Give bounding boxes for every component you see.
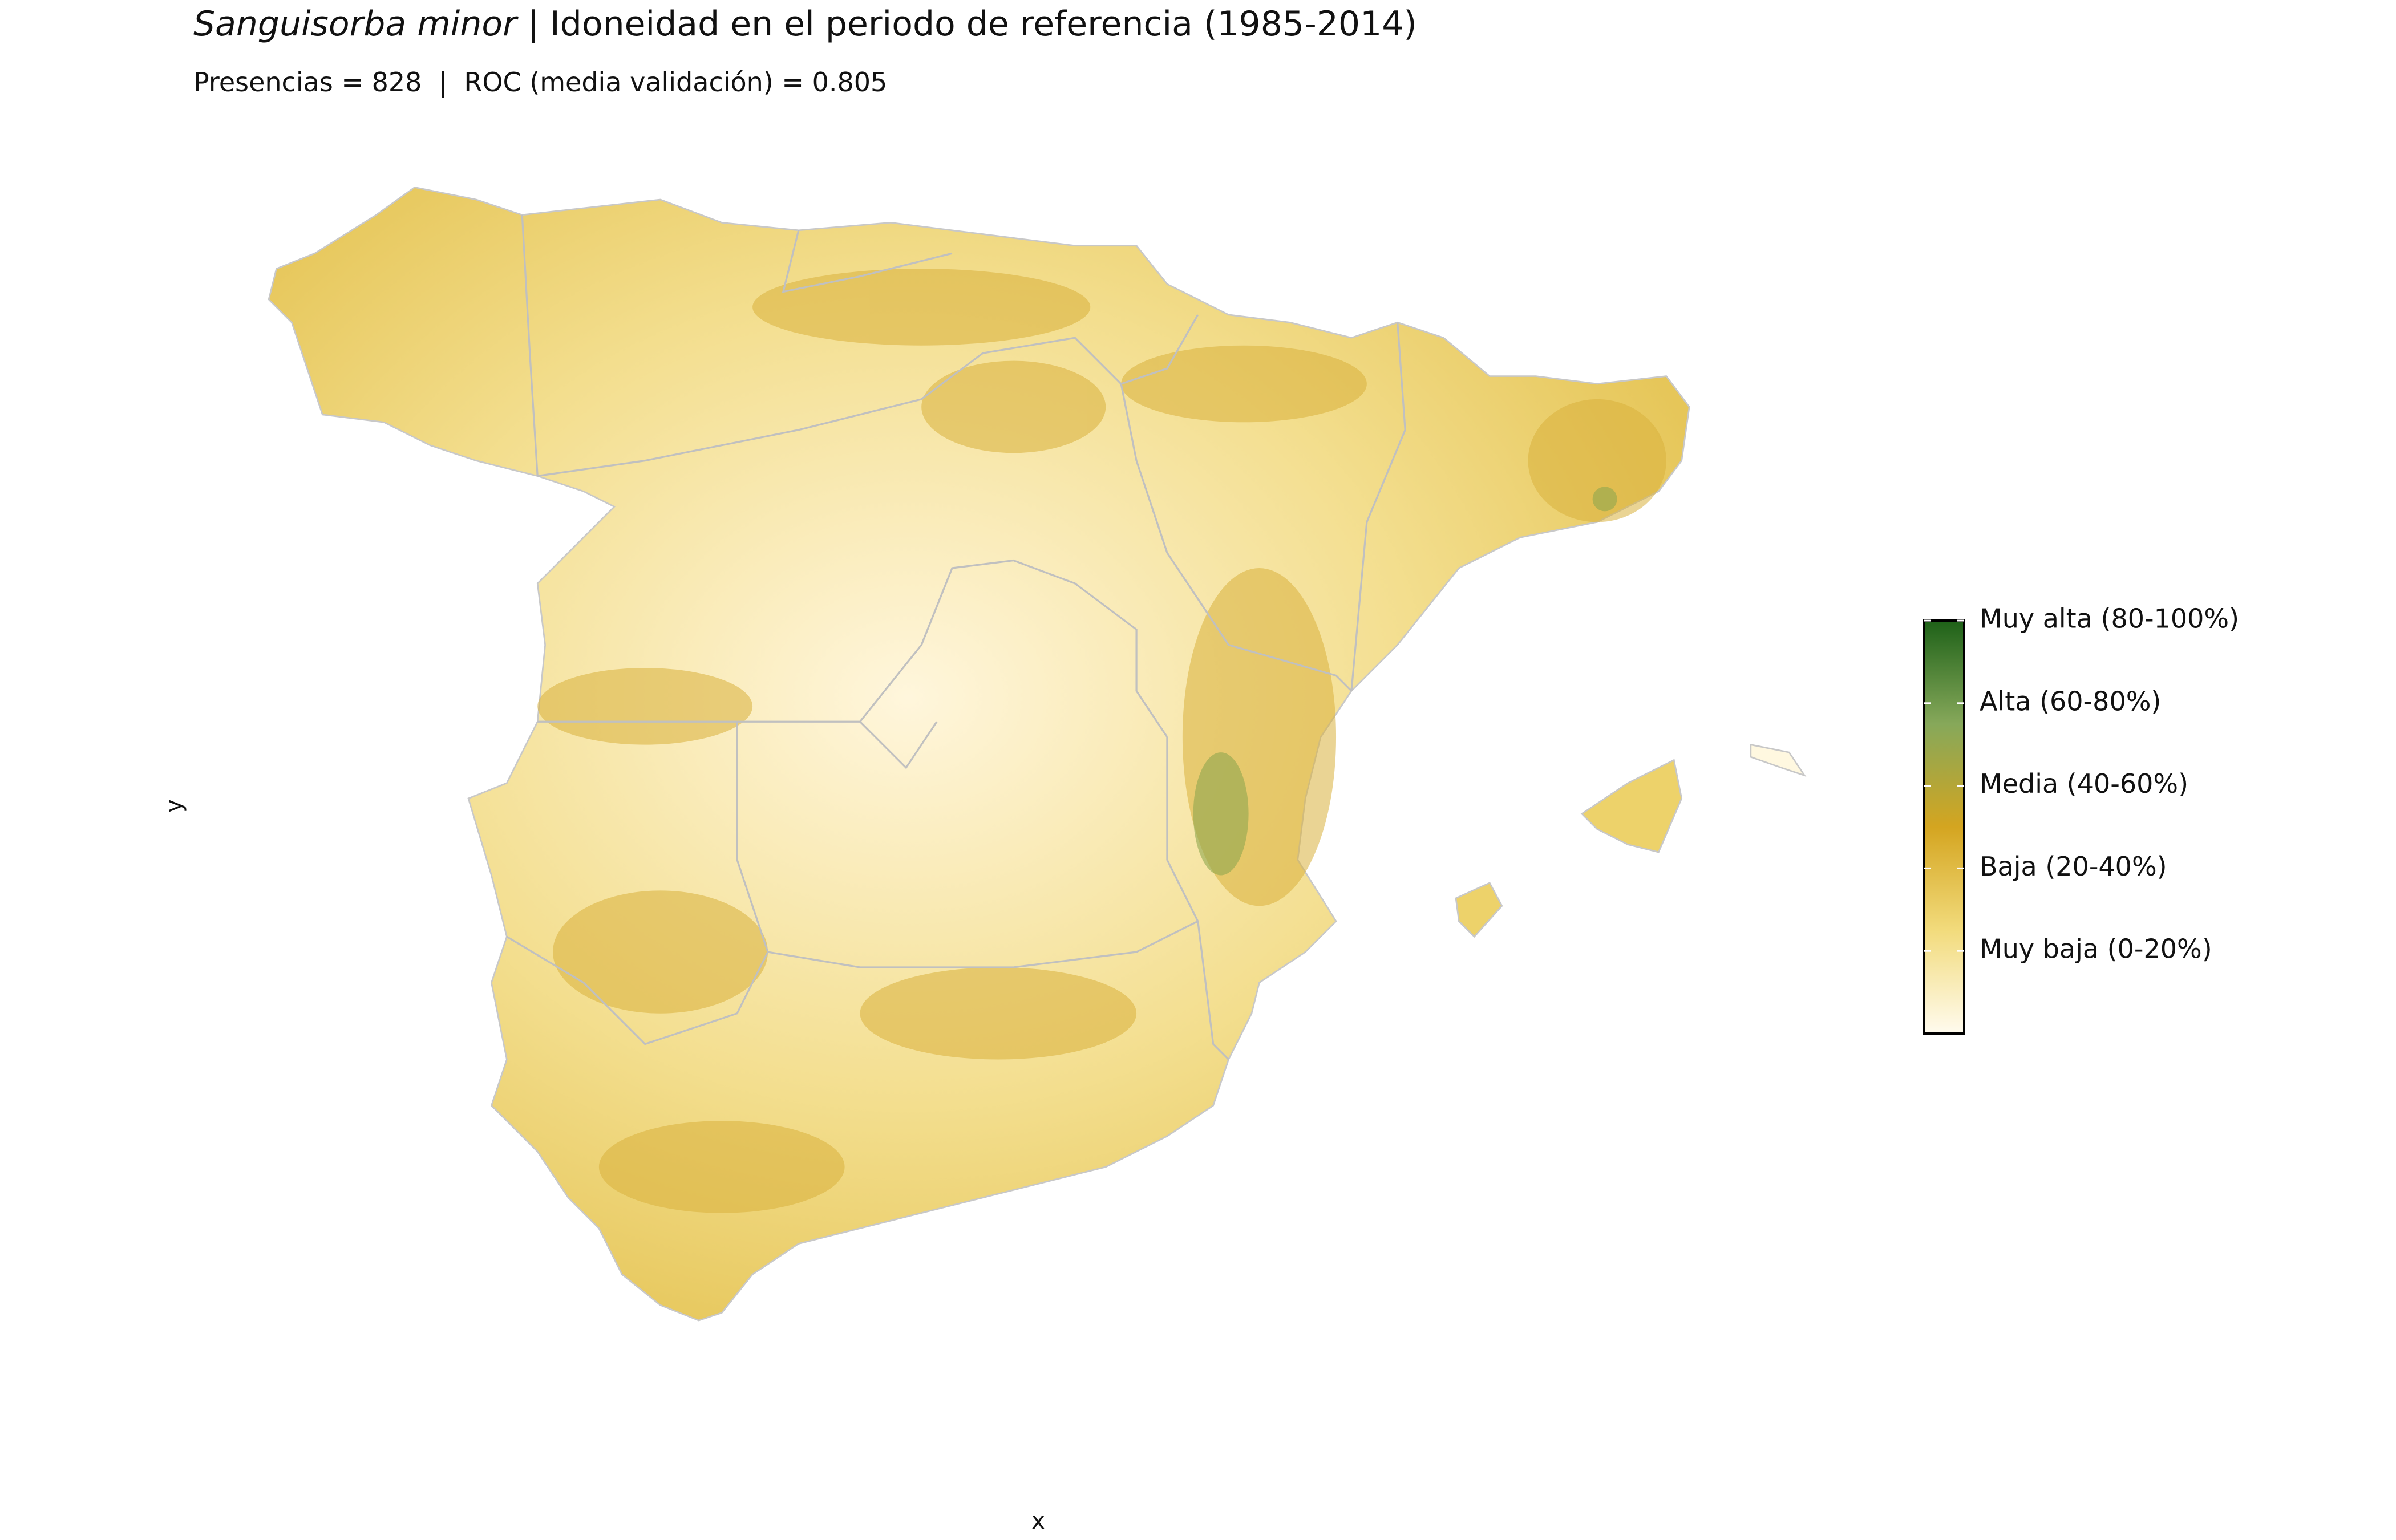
ibiza (1455, 882, 1503, 938)
legend-label: Alta (60-80%) (1980, 686, 2161, 716)
region-borders (506, 214, 1406, 1060)
high-patches (1193, 487, 1617, 876)
legend-label: Media (40-60%) (1980, 768, 2188, 799)
mallorca (1580, 759, 1683, 853)
subtitle: Presencias = 828 | ROC (media validación… (193, 67, 887, 98)
legend-label: Muy baja (0-20%) (1980, 934, 2212, 964)
legend-label: Baja (20-40%) (1980, 851, 2167, 882)
menorca (1750, 743, 1807, 777)
legend: Muy alta (80-100%) Alta (60-80%) Media (40… (1923, 603, 2239, 1035)
peninsula (268, 186, 1690, 1322)
title-species: Sanguisorba minor (193, 4, 519, 44)
y-axis-label: y (161, 799, 187, 813)
colorbar (1923, 619, 1965, 1035)
title-rest: | Idoneidad en el periodo de referencia … (517, 4, 1417, 44)
x-axis-label: x (1031, 1508, 1045, 1534)
title: Sanguisorba minor | Idoneidad en el peri… (193, 4, 1417, 44)
map (268, 186, 1807, 1322)
legend-label: Muy alta (80-100%) (1980, 603, 2239, 634)
